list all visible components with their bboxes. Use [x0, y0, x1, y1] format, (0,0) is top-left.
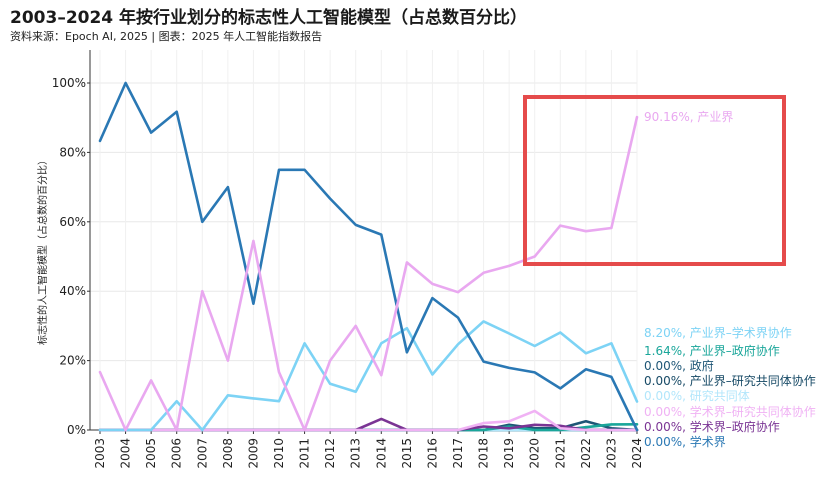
highlight-rect: [523, 95, 786, 266]
y-tick-label: 60%: [59, 215, 86, 229]
x-tick-label: 2006: [170, 438, 184, 469]
y-tick-label: 80%: [59, 145, 86, 159]
x-tick-label: 2020: [528, 438, 542, 469]
x-tick-label: 2021: [553, 438, 567, 469]
end-labels: 90.16%, 产业界 8.20%, 产业界–学术界协作 1.64%, 产业界–政府…: [644, 110, 816, 449]
end-label-3: 1.64%, 产业界–政府协作: [644, 343, 780, 358]
end-label-2: 8.20%, 产业界–学术界协作: [644, 325, 792, 340]
end-label-0: 90.16%, 产业界: [644, 110, 733, 124]
series-line-1: [98, 81, 639, 432]
series-lines: [98, 81, 639, 432]
series-line-7: [98, 409, 639, 432]
x-tick-label: 2007: [195, 438, 209, 469]
y-axis-title: 标志性的人工智能模型（占总数的百分比）: [36, 155, 49, 345]
y-tick-label: 100%: [52, 76, 86, 90]
grid-lines: [90, 50, 638, 431]
y-tick-label: 40%: [59, 284, 86, 298]
series-line-2: [98, 320, 639, 432]
x-tick-label: 2004: [119, 438, 133, 469]
x-tick-label: 2003: [93, 438, 107, 469]
chart-title: 2003–2024 年按行业划分的标志性人工智能模型（占总数百分比）: [10, 8, 528, 28]
x-tick-label: 2019: [502, 438, 516, 469]
end-label-6: 0.00%, 研究共同体: [644, 388, 750, 403]
axes: 0% 20% 40% 60% 80% 100% 2003 2004 2005 2006 2007 20…: [36, 50, 644, 469]
x-tick-label: 2016: [425, 438, 439, 469]
end-label-7: 0.00%, 学术界–研究共同体协作: [644, 404, 816, 419]
x-tick-label: 2015: [400, 438, 414, 469]
x-tick-label: 2010: [272, 438, 286, 469]
highlight-box: [523, 95, 786, 266]
x-tick-label: 2011: [298, 438, 312, 469]
x-tick-label: 2005: [144, 438, 158, 469]
end-label-8: 0.00%, 学术界–政府协作: [644, 419, 780, 434]
x-tick-label: 2022: [579, 438, 593, 469]
x-tick-label: 2014: [374, 438, 388, 469]
x-tick-label: 2024: [630, 438, 644, 469]
end-label-1: 0.00%, 学术界: [644, 434, 726, 449]
y-tick-label: 20%: [59, 354, 86, 368]
x-tick-label: 2012: [323, 438, 337, 469]
x-tick-label: 2018: [477, 438, 491, 469]
end-label-5: 0.00%, 产业界–研究共同体协作: [644, 373, 816, 388]
y-tick-label: 0%: [67, 423, 86, 437]
x-tick-label: 2017: [451, 438, 465, 469]
chart-subtitle: 资料来源：Epoch AI, 2025 | 图表：2025 年人工智能指数报告: [10, 30, 323, 43]
series-line-0: [98, 115, 639, 432]
end-label-4: 0.00%, 政府: [644, 358, 714, 373]
x-tick-label: 2023: [604, 438, 618, 469]
x-tick-label: 2013: [349, 438, 363, 469]
x-tick-label: 2008: [221, 438, 235, 469]
x-tick-label: 2009: [246, 438, 260, 469]
